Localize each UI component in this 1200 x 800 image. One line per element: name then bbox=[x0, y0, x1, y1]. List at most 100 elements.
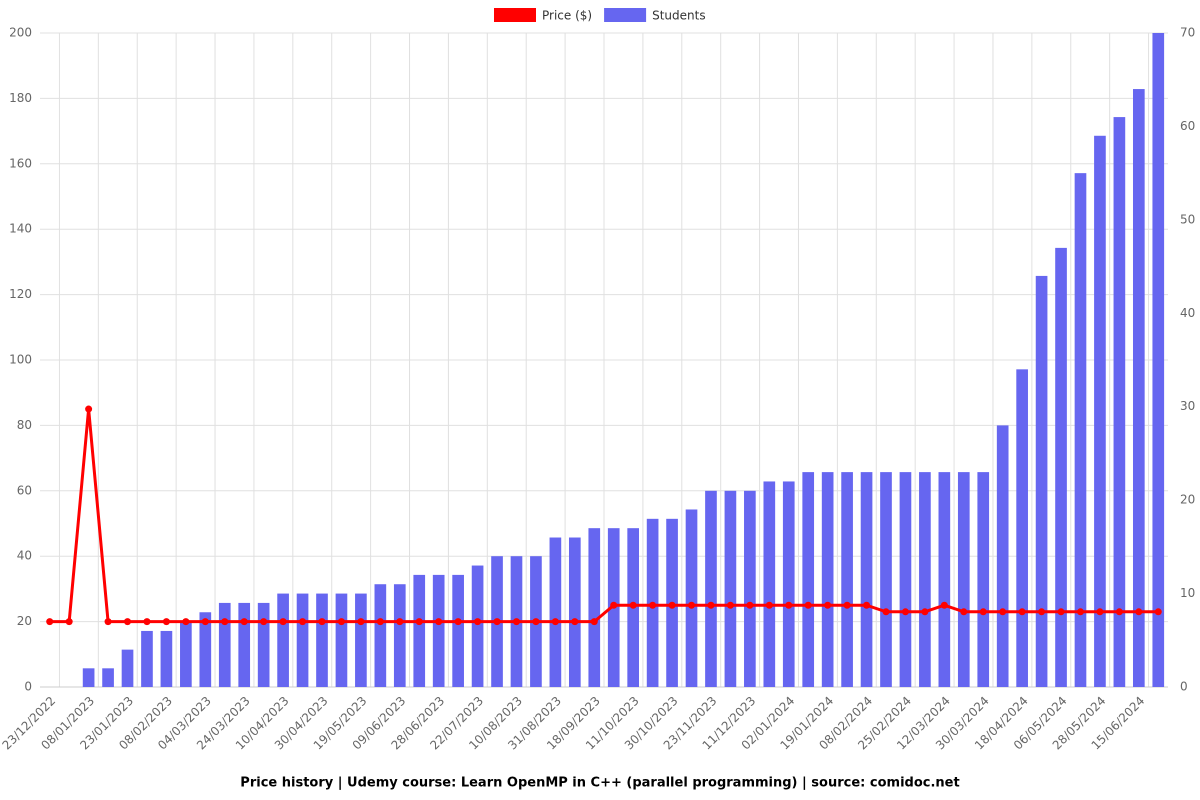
bar bbox=[141, 630, 153, 687]
price-point bbox=[357, 618, 365, 626]
bar bbox=[549, 537, 562, 687]
y-tick-label: 160 bbox=[9, 156, 32, 170]
bar bbox=[160, 630, 173, 687]
price-point bbox=[474, 618, 482, 626]
bar bbox=[1094, 135, 1106, 687]
price-point bbox=[454, 618, 462, 626]
price-point bbox=[279, 618, 287, 626]
y2-tick-label: 30 bbox=[1180, 399, 1195, 413]
price-point bbox=[629, 601, 637, 609]
price-point bbox=[1115, 608, 1123, 616]
bar bbox=[1035, 275, 1048, 687]
bar bbox=[452, 574, 464, 687]
price-point bbox=[201, 618, 209, 626]
bar bbox=[744, 490, 756, 687]
price-point bbox=[843, 601, 851, 609]
bar bbox=[685, 509, 698, 687]
legend-label: Students bbox=[652, 9, 706, 23]
price-point bbox=[1096, 608, 1104, 616]
bar bbox=[238, 602, 251, 687]
price-point bbox=[143, 618, 151, 626]
price-point bbox=[571, 618, 579, 626]
y-tick-label: 100 bbox=[9, 353, 32, 367]
price-point bbox=[668, 601, 676, 609]
price-point bbox=[162, 618, 170, 626]
price-point bbox=[240, 618, 248, 626]
bar bbox=[957, 472, 970, 687]
bar bbox=[763, 481, 776, 687]
bar bbox=[102, 668, 114, 687]
price-point bbox=[299, 618, 307, 626]
price-point bbox=[46, 618, 54, 626]
price-point bbox=[1018, 608, 1026, 616]
y2-tick-label: 50 bbox=[1180, 212, 1195, 226]
bar bbox=[1113, 117, 1126, 688]
price-point bbox=[804, 601, 812, 609]
price-point bbox=[493, 618, 501, 626]
price-point bbox=[707, 601, 715, 609]
bar bbox=[1132, 89, 1145, 688]
price-point bbox=[532, 618, 540, 626]
price-point bbox=[726, 601, 734, 609]
y-tick-label: 200 bbox=[9, 26, 32, 40]
y-tick-label: 120 bbox=[9, 287, 32, 301]
bar bbox=[841, 472, 853, 687]
y2-tick-label: 60 bbox=[1180, 119, 1195, 133]
bar bbox=[919, 472, 931, 687]
bar bbox=[296, 593, 309, 687]
price-point bbox=[746, 601, 754, 609]
y2-tick-label: 70 bbox=[1180, 26, 1195, 40]
price-point bbox=[551, 618, 559, 626]
price-point bbox=[1076, 608, 1084, 616]
price-point bbox=[999, 608, 1007, 616]
price-point bbox=[610, 601, 618, 609]
bar bbox=[1055, 247, 1067, 687]
bar bbox=[393, 584, 406, 687]
y-tick-label: 40 bbox=[17, 549, 32, 563]
bar bbox=[121, 649, 134, 687]
price-point bbox=[824, 601, 832, 609]
y2-tick-label: 0 bbox=[1180, 680, 1188, 694]
bar bbox=[335, 593, 348, 687]
price-point bbox=[182, 618, 190, 626]
price-point bbox=[590, 618, 598, 626]
bar bbox=[257, 602, 270, 687]
bar bbox=[277, 593, 289, 687]
y-tick-label: 80 bbox=[17, 418, 32, 432]
price-point bbox=[882, 608, 890, 616]
bar bbox=[1152, 33, 1165, 687]
y-tick-label: 20 bbox=[17, 614, 32, 628]
y-tick-label: 180 bbox=[9, 91, 32, 105]
price-point bbox=[376, 618, 384, 626]
price-point bbox=[1057, 608, 1065, 616]
price-point bbox=[65, 618, 73, 626]
bar bbox=[432, 574, 445, 687]
legend-swatch bbox=[604, 8, 647, 22]
price-point bbox=[396, 618, 404, 626]
price-point bbox=[940, 601, 948, 609]
bar bbox=[471, 565, 484, 687]
bar bbox=[860, 472, 873, 687]
price-point bbox=[765, 601, 773, 609]
bar bbox=[782, 481, 795, 687]
price-point bbox=[415, 618, 423, 626]
price-point bbox=[688, 601, 696, 609]
price-point bbox=[337, 618, 345, 626]
price-point bbox=[901, 608, 909, 616]
price-point bbox=[921, 608, 929, 616]
price-point bbox=[85, 405, 93, 413]
y-tick-label: 0 bbox=[24, 680, 32, 694]
bar bbox=[938, 472, 951, 687]
price-point bbox=[435, 618, 443, 626]
bar bbox=[82, 668, 95, 687]
bar bbox=[977, 472, 990, 687]
price-point bbox=[863, 601, 871, 609]
price-point bbox=[260, 618, 268, 626]
bar bbox=[1016, 369, 1028, 687]
y2-tick-label: 10 bbox=[1180, 586, 1195, 600]
price-point bbox=[979, 608, 987, 616]
y2-tick-label: 40 bbox=[1180, 306, 1195, 320]
bar bbox=[821, 472, 834, 687]
bar bbox=[374, 584, 387, 687]
